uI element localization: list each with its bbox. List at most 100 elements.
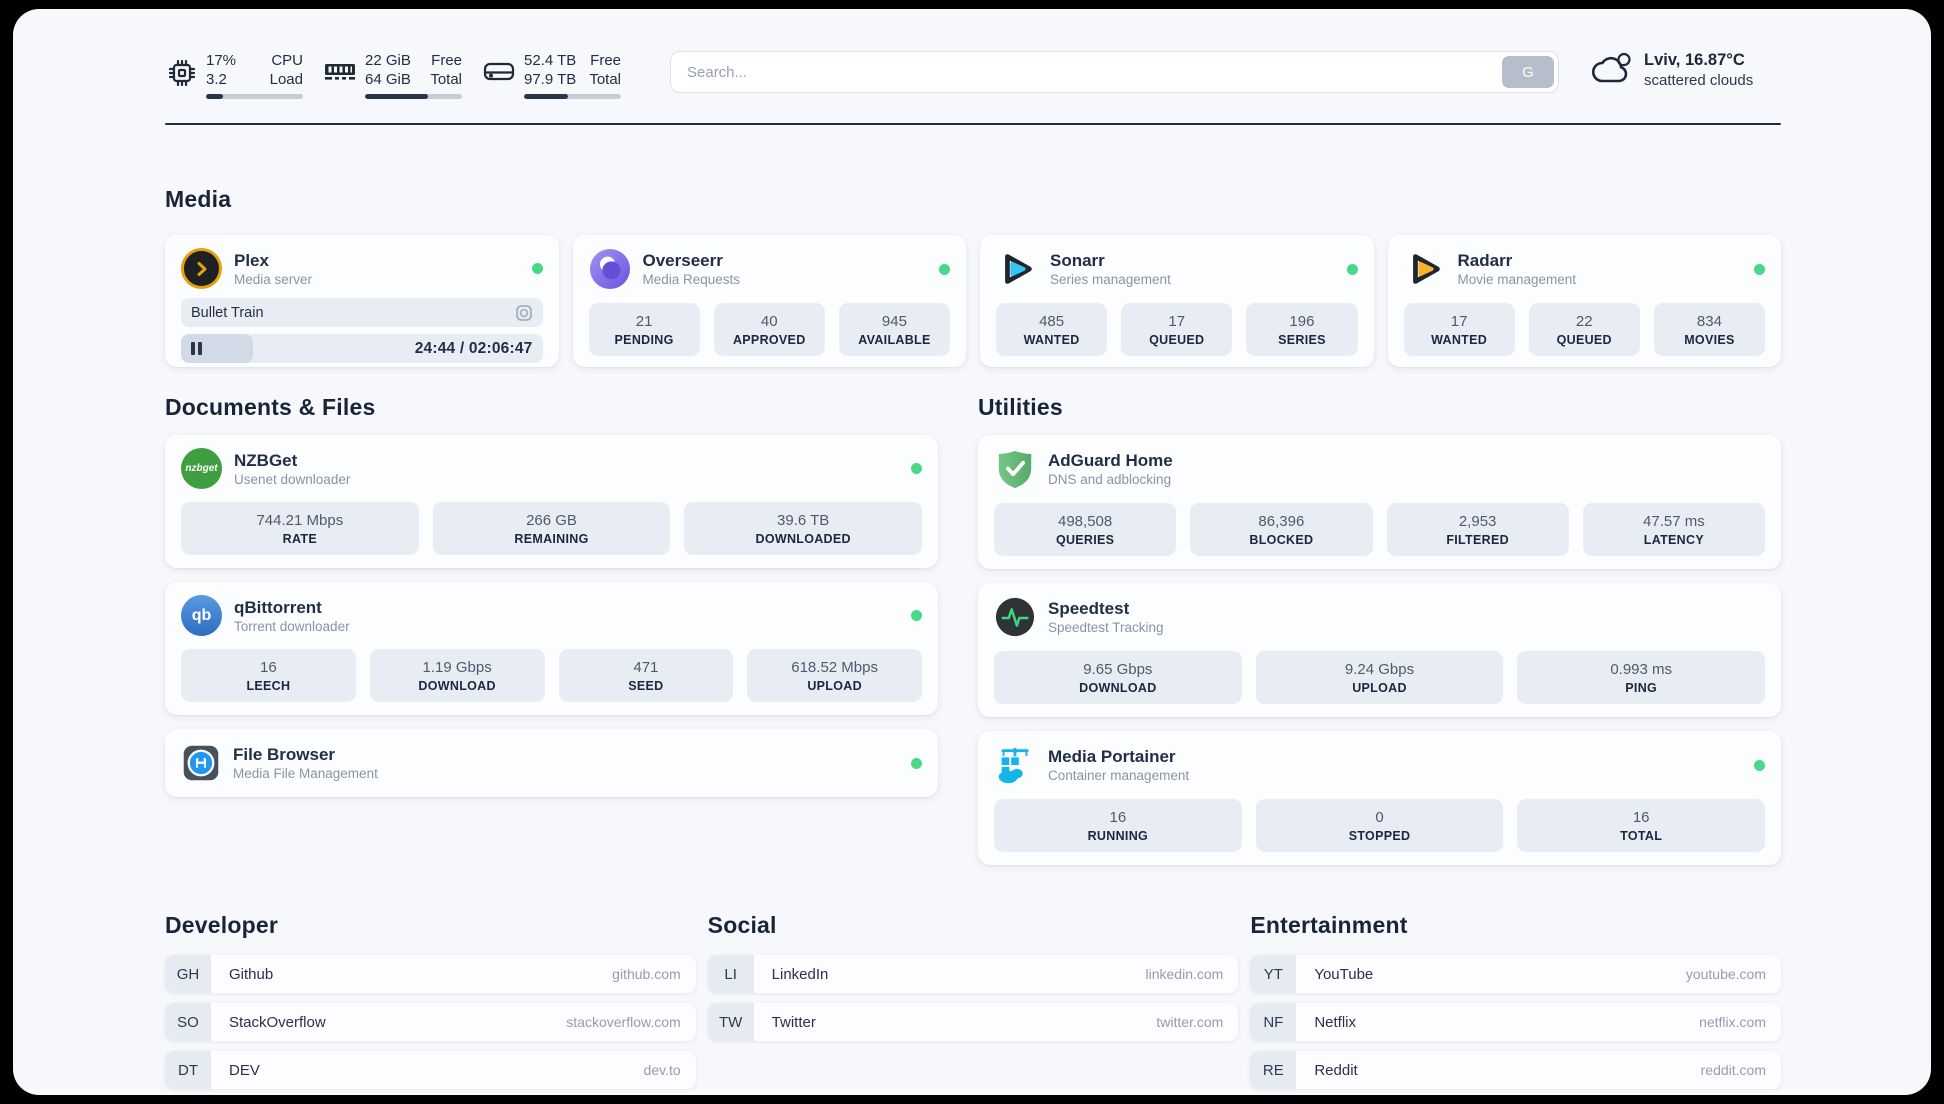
disk-icon xyxy=(483,62,515,81)
search-bar: G xyxy=(670,51,1559,93)
ram-total-label: Total xyxy=(430,71,462,88)
now-playing-time: 24:44 / 02:06:47 xyxy=(414,339,533,357)
stat-available: 945 AVAILABLE xyxy=(838,303,951,356)
bookmark-github[interactable]: GH Github github.com xyxy=(165,955,696,993)
bookmark-dev[interactable]: DT DEV dev.to xyxy=(165,1051,696,1089)
app-subtitle: Torrent downloader xyxy=(234,618,350,634)
bookmark-abbr: RE xyxy=(1250,1051,1297,1089)
stat-approved: 40 APPROVED xyxy=(713,303,825,356)
qbittorrent-card[interactable]: qb qBittorrent Torrent downloader 16 LEEC… xyxy=(165,582,938,715)
app-title: Sonarr xyxy=(1050,251,1105,270)
cpu-usage-value: 17% xyxy=(206,52,237,69)
bookmark-url: netflix.com xyxy=(1699,1014,1766,1030)
overseerr-card[interactable]: Overseerr Media Requests 21 PENDING 40 APP… xyxy=(572,235,966,367)
cpu-label: CPU xyxy=(271,52,303,69)
bookmark-url: reddit.com xyxy=(1700,1062,1766,1078)
app-title: Media Portainer xyxy=(1048,747,1176,766)
storage-stat-widget: 52.4 TB Free 97.9 TB Total xyxy=(481,51,621,99)
dashboard-page: 17% CPU 3.2 Load 22 GiB Free 64 GiB Total xyxy=(13,9,1931,1095)
stat-download: 1.19 Gbps DOWNLOAD xyxy=(369,649,545,702)
bookmark-url: github.com xyxy=(612,966,681,982)
ram-free-label: Free xyxy=(431,52,462,69)
status-dot xyxy=(1754,263,1765,275)
status-dot xyxy=(939,263,950,275)
overseerr-icon xyxy=(589,248,630,290)
nzbget-card[interactable]: nzbget NZBGet Usenet downloader 744.21 M… xyxy=(165,435,938,568)
app-title: Speedtest xyxy=(1048,599,1130,618)
bookmark-name: Reddit xyxy=(1314,1061,1358,1079)
search-input[interactable] xyxy=(670,51,1559,93)
bookmark-abbr: SO xyxy=(165,1003,211,1041)
top-bar: 17% CPU 3.2 Load 22 GiB Free 64 GiB Total xyxy=(165,51,1781,99)
bookmark-linkedin[interactable]: LI LinkedIn linkedin.com xyxy=(707,955,1239,993)
app-title: File Browser xyxy=(233,745,336,764)
stat-seed: 471 SEED xyxy=(558,649,734,702)
radarr-card[interactable]: Radarr Movie management 17 WANTED 22 QUEUE… xyxy=(1387,235,1781,367)
now-playing-session-icon[interactable] xyxy=(515,304,533,322)
bookmark-name: LinkedIn xyxy=(771,965,829,983)
bookmark-netflix[interactable]: NF Netflix netflix.com xyxy=(1250,1003,1781,1041)
stat-latency: 47.57 ms LATENCY xyxy=(1582,503,1765,556)
app-subtitle: Usenet downloader xyxy=(234,471,351,487)
memory-stat-widget: 22 GiB Free 64 GiB Total xyxy=(322,51,462,99)
app-subtitle: Movie management xyxy=(1457,272,1577,287)
bookmark-reddit[interactable]: RE Reddit reddit.com xyxy=(1250,1051,1781,1089)
developer-section-title: Developer xyxy=(165,912,279,938)
stat-upload: 9.24 Gbps UPLOAD xyxy=(1255,651,1504,704)
stat-pending: 21 PENDING xyxy=(588,303,700,356)
speedtest-icon xyxy=(995,597,1035,637)
bookmark-name: DEV xyxy=(229,1061,260,1079)
status-dot xyxy=(1754,759,1765,771)
bookmark-youtube[interactable]: YT YouTube youtube.com xyxy=(1250,955,1781,993)
bookmark-url: twitter.com xyxy=(1156,1014,1224,1030)
app-subtitle: Series management xyxy=(1050,272,1171,287)
speedtest-card[interactable]: Speedtest Speedtest Tracking 9.65 Gbps DO… xyxy=(978,583,1781,717)
stat-download: 9.65 Gbps DOWNLOAD xyxy=(994,651,1242,704)
bookmark-twitter[interactable]: TW Twitter twitter.com xyxy=(707,1003,1239,1041)
bookmark-name: Netflix xyxy=(1314,1013,1357,1031)
weather-widget[interactable]: Lviv, 16.87°C scattered clouds xyxy=(1589,49,1781,90)
sonarr-icon xyxy=(1005,254,1032,284)
bookmark-abbr: NF xyxy=(1250,1003,1297,1041)
cpu-load-label: Load xyxy=(269,71,303,88)
media-section: Media Plex Media server Bullet Train xyxy=(165,185,1781,367)
portainer-card[interactable]: Media Portainer Container management 16 R… xyxy=(978,731,1781,865)
pause-button[interactable] xyxy=(191,342,202,355)
now-playing-title: Bullet Train xyxy=(191,304,264,321)
stat-running: 16 RUNNING xyxy=(994,799,1242,852)
app-title: Overseerr xyxy=(642,251,723,270)
adguard-icon xyxy=(998,450,1032,489)
app-subtitle: Media Requests xyxy=(642,272,741,287)
stat-leech: 16 LEECH xyxy=(181,649,356,702)
now-playing-title-row: Bullet Train xyxy=(181,298,543,327)
entertainment-section-title: Entertainment xyxy=(1250,912,1408,938)
stat-blocked: 86,396 BLOCKED xyxy=(1190,503,1373,556)
stat-wanted: 485 WANTED xyxy=(996,303,1108,356)
bookmark-name: Github xyxy=(229,965,274,983)
ram-progress-bar xyxy=(365,94,462,99)
stat-rate: 744.21 Mbps RATE xyxy=(181,502,419,555)
app-title: NZBGet xyxy=(234,450,298,470)
stat-filtered: 2,953 FILTERED xyxy=(1386,503,1569,556)
bookmark-url: youtube.com xyxy=(1685,966,1766,982)
sonarr-card[interactable]: Sonarr Series management 485 WANTED 17 QUE… xyxy=(980,235,1374,367)
app-title: Plex xyxy=(234,250,269,270)
qbittorrent-icon: qb xyxy=(181,595,222,636)
search-engine-button[interactable]: G xyxy=(1502,56,1554,88)
disk-free-value: 52.4 TB xyxy=(524,52,577,69)
bookmark-stackoverflow[interactable]: SO StackOverflow stackoverflow.com xyxy=(165,1003,696,1041)
stat-movies: 834 MOVIES xyxy=(1653,303,1766,356)
utilities-section-title: Utilities xyxy=(978,394,1063,420)
adguard-card[interactable]: AdGuard Home DNS and adblocking 498,508 Q… xyxy=(978,435,1781,569)
app-subtitle: Speedtest Tracking xyxy=(1048,620,1164,635)
app-subtitle: DNS and adblocking xyxy=(1048,472,1172,487)
documents-section-title: Documents & Files xyxy=(165,394,376,420)
app-title: AdGuard Home xyxy=(1048,451,1173,470)
plex-card[interactable]: Plex Media server Bullet Train 24:44 / 0… xyxy=(165,235,559,367)
stat-remaining: 266 GB REMAINING xyxy=(432,502,671,555)
stat-total: 16 TOTAL xyxy=(1517,799,1766,852)
stat-downloaded: 39.6 TB DOWNLOADED xyxy=(684,502,923,555)
documents-section: Documents & Files nzbget NZBGet Usenet d… xyxy=(165,393,938,865)
filebrowser-card[interactable]: File Browser Media File Management xyxy=(165,729,938,797)
status-dot xyxy=(911,610,922,621)
